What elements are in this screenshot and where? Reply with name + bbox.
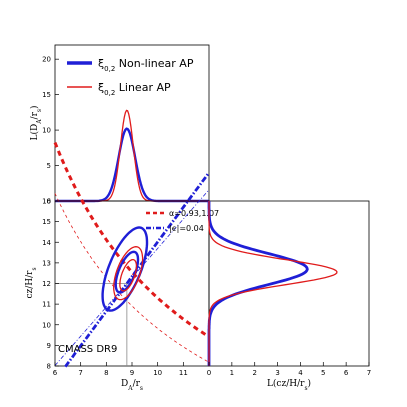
guide-line-thin-dash-dot (54, 189, 210, 366)
top-y-label: L(DA/rs) (29, 105, 43, 140)
legend-label-nonlinear: ξ0,2 Non-linear AP (98, 57, 194, 73)
main-y-tick-label: 8 (47, 363, 51, 371)
main-x-tick-label: 11 (179, 369, 188, 377)
main-x-tick-label: 6 (53, 369, 58, 377)
main-y-ticks: 8 9 10 11 12 13 14 15 16 (42, 198, 59, 371)
contour-linear-3 (113, 246, 144, 301)
guide-line-thick-dashed (53, 142, 210, 339)
main-x-ticks: 6 7 8 9 10 11 (53, 362, 188, 377)
contours (101, 226, 149, 312)
legend-label-epsilon: |ϵ|=0.04 (169, 224, 204, 233)
right-x-label: L(cz/H/rs) (267, 378, 311, 392)
top-curve-linear (55, 109, 209, 202)
contour-nonlinear-1 (101, 226, 149, 312)
main-y-tick-label: 14 (42, 239, 51, 247)
main-x-tick-label: 10 (153, 369, 162, 377)
right-x-tick-label: 3 (275, 369, 279, 377)
top-legend: ξ0,2 Non-linear AP ξ0,2 Linear AP (67, 57, 194, 97)
main-x-tick-label: 7 (78, 369, 82, 377)
top-y-tick-label: 10 (42, 127, 51, 135)
guide-line-thin-dashed (54, 193, 210, 363)
top-y-tick-label: 0 (47, 198, 51, 206)
right-x-tick-label: 6 (344, 369, 349, 377)
main-x-tick-label: 9 (130, 369, 134, 377)
main-y-tick-label: 10 (42, 321, 51, 329)
main-x-tick-label: 8 (104, 369, 108, 377)
right-panel-frame (208, 200, 370, 367)
right-x-tick-label: 0 (207, 369, 211, 377)
right-curves (207, 201, 338, 366)
contour-linear-2 (119, 258, 138, 292)
right-x-tick-label: 4 (298, 369, 303, 377)
annotation-cmass: CMASS DR9 (58, 344, 117, 355)
top-y-ticks: 0 5 10 15 20 (42, 56, 59, 206)
legend-label-alpha: α=0.93,1.07 (169, 209, 219, 218)
top-curves (55, 109, 209, 203)
main-y-tick-label: 12 (42, 280, 51, 288)
right-x-tick-label: 7 (367, 369, 371, 377)
main-y-tick-label: 13 (42, 259, 51, 267)
main-y-tick-label: 11 (42, 301, 51, 309)
right-x-tick-label: 1 (230, 369, 234, 377)
legend-label-linear: ξ0,2 Linear AP (98, 81, 171, 97)
main-y-tick-label: 9 (47, 342, 51, 350)
top-y-tick-label: 20 (42, 56, 51, 64)
top-panel: 0 5 10 15 20 L(DA/rs) ξ0,2 Non-linear AP ξ0,… (29, 44, 210, 206)
top-y-tick-label: 5 (47, 162, 51, 170)
right-x-ticks: 0 1 2 3 4 5 6 7 (207, 362, 371, 377)
guide-lines (53, 142, 211, 368)
main-x-label: DA/rs (121, 379, 143, 392)
right-panel: 0 1 2 3 4 5 6 7 L(cz/H/rs) (207, 200, 371, 392)
right-x-tick-label: 2 (252, 369, 256, 377)
main-legend: α=0.93,1.07 |ϵ|=0.04 (146, 209, 219, 233)
main-y-label: cz/H/rs (25, 267, 38, 298)
main-y-tick-label: 15 (42, 218, 51, 226)
top-y-tick-label: 15 (42, 91, 51, 99)
main-y-tick-label: 16 (42, 198, 51, 206)
right-curve-linear (208, 201, 338, 366)
right-x-tick-label: 5 (321, 369, 325, 377)
